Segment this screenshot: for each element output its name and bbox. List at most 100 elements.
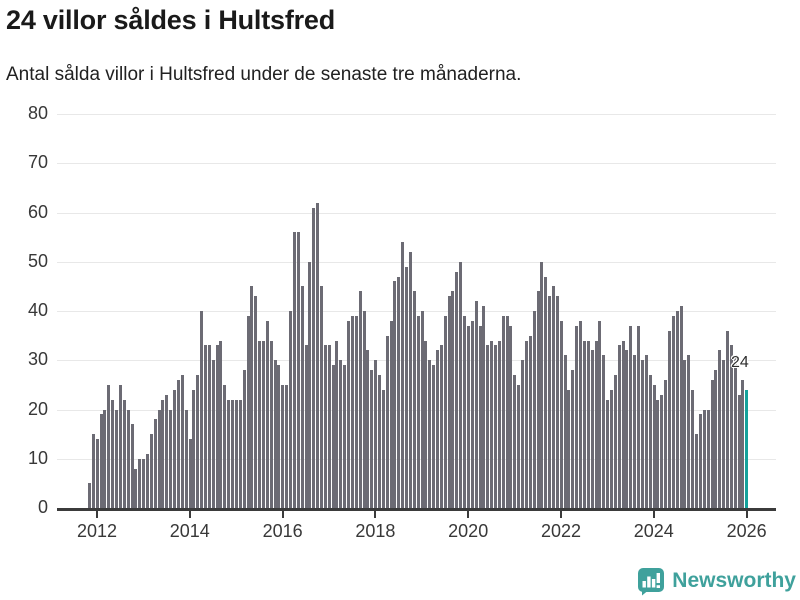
bar <box>648 375 652 508</box>
bar <box>273 360 277 508</box>
bar <box>393 281 397 508</box>
bar <box>621 340 625 508</box>
bar <box>416 315 420 508</box>
bar <box>354 315 358 508</box>
bar <box>111 399 115 508</box>
bar <box>242 370 246 508</box>
bar <box>331 365 335 508</box>
y-axis-label-30: 30 <box>27 349 48 370</box>
bar <box>281 384 285 508</box>
y-axis-label-10: 10 <box>27 447 48 468</box>
bar <box>231 399 235 508</box>
bar <box>675 311 679 508</box>
bar <box>107 384 111 508</box>
bar <box>671 315 675 508</box>
bar <box>327 345 331 508</box>
bar <box>722 360 726 508</box>
bar <box>571 370 575 508</box>
bar <box>176 379 180 508</box>
bar <box>652 384 656 508</box>
chart-subtitle: Antal sålda villor i Hultsfred under de … <box>6 64 522 85</box>
bar <box>130 424 134 508</box>
bar <box>173 389 177 508</box>
bar <box>126 409 130 508</box>
bar <box>540 261 544 508</box>
x-axis-label-2020: 2020 <box>448 521 489 541</box>
bar <box>207 345 211 508</box>
bar <box>613 375 617 508</box>
bar <box>184 409 188 508</box>
newsworthy-bubble-icon <box>638 567 665 595</box>
bar <box>428 360 432 508</box>
bar <box>714 370 718 508</box>
bar <box>509 325 513 508</box>
bar <box>405 266 409 508</box>
bar <box>238 399 242 508</box>
x-axis-label-2012: 2012 <box>76 521 118 541</box>
bar <box>385 335 389 508</box>
bar <box>687 355 691 508</box>
bar <box>463 315 467 508</box>
gridline-y30 <box>57 360 776 362</box>
bar <box>424 340 428 508</box>
bar <box>706 409 710 508</box>
bar <box>320 286 323 508</box>
gridline-y80 <box>57 114 776 115</box>
bar <box>629 325 633 508</box>
bar <box>277 365 281 508</box>
bar <box>702 409 706 508</box>
page-title: 24 villor såldes i Hultsfred <box>6 5 336 35</box>
bar <box>219 340 223 508</box>
y-axis-label-0: 0 <box>37 497 48 517</box>
bar <box>323 345 327 508</box>
bar <box>358 291 362 508</box>
bar <box>246 315 250 508</box>
bar <box>505 315 509 508</box>
bar <box>544 276 548 508</box>
bar <box>339 360 343 508</box>
bar <box>122 399 126 508</box>
bar <box>99 414 103 508</box>
bar <box>420 311 424 508</box>
x-axis-label-2014: 2014 <box>169 521 210 541</box>
bar <box>563 355 567 508</box>
bar <box>316 202 320 508</box>
bar <box>254 296 258 508</box>
bar <box>350 315 354 508</box>
bar <box>412 291 416 508</box>
bar <box>660 394 664 508</box>
bar <box>474 301 478 508</box>
bar <box>439 345 443 508</box>
bar <box>517 384 521 508</box>
bar <box>88 483 91 508</box>
bar <box>169 409 173 508</box>
x-axis-tick-2016 <box>281 511 284 518</box>
x-axis-tick-2014 <box>188 511 191 518</box>
bar <box>679 306 683 508</box>
bar <box>269 340 273 508</box>
bar <box>532 311 536 508</box>
bar <box>741 379 745 508</box>
bar <box>455 271 459 508</box>
x-axis-tick-2018 <box>374 511 377 518</box>
bar <box>262 340 265 508</box>
bar <box>726 330 729 508</box>
bar <box>378 375 381 508</box>
y-axis-label-40: 40 <box>27 300 48 320</box>
bar <box>200 311 204 508</box>
x-axis-tick-2012 <box>96 511 98 518</box>
bar <box>633 355 637 508</box>
bar <box>548 296 552 508</box>
bar <box>710 379 714 508</box>
bar <box>695 434 699 508</box>
bar <box>196 375 200 508</box>
bar-highlight-latest <box>745 389 749 508</box>
bar <box>698 414 702 508</box>
bar <box>521 360 525 508</box>
bar <box>142 458 146 508</box>
bar <box>478 325 482 508</box>
bar <box>501 315 505 508</box>
bar <box>285 384 289 508</box>
bar <box>443 315 447 508</box>
